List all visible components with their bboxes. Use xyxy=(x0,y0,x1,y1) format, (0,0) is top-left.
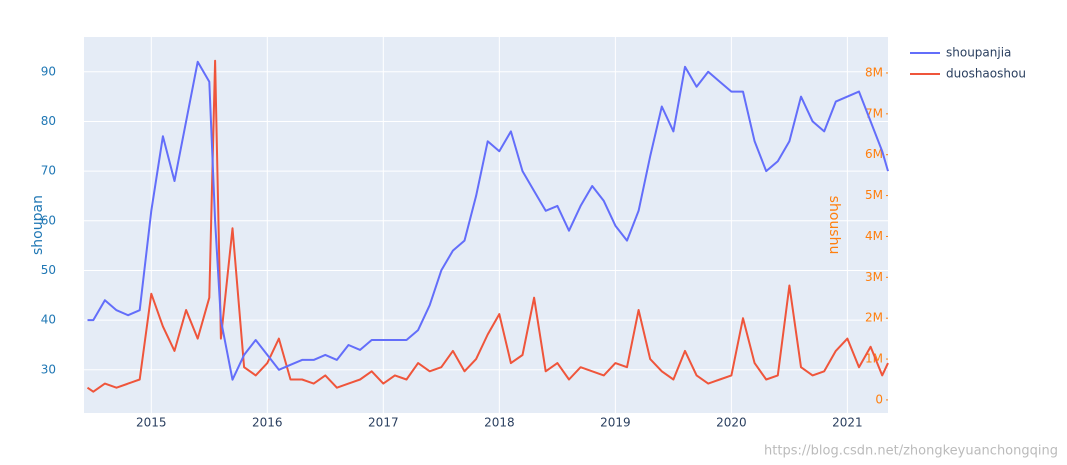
x-tick-label: 2015 xyxy=(136,416,167,430)
x-tick-label: 2020 xyxy=(716,416,747,430)
y2-tick-label: 0 xyxy=(875,392,883,406)
legend-label: shoupanjia xyxy=(946,46,1011,60)
x-tick-label: 2017 xyxy=(368,416,399,430)
watermark: https://blog.csdn.net/zhongkeyuanchongqi… xyxy=(764,444,1058,459)
y2-tick-label: 5M xyxy=(865,188,883,202)
x-tick-label: 2019 xyxy=(600,416,631,430)
y-tick-label: 40 xyxy=(41,313,56,327)
y2-tick-label: 4M xyxy=(865,229,883,243)
line-series xyxy=(86,59,889,393)
y-tick-label: 60 xyxy=(41,213,56,227)
x-tick-label: 2016 xyxy=(252,416,283,430)
plot-area xyxy=(84,37,888,413)
y2-tick-label: 1M xyxy=(865,352,883,366)
y2-tick-label: 3M xyxy=(865,270,883,284)
y2-axis-title: shoushu xyxy=(826,196,842,255)
y-tick-label: 80 xyxy=(41,114,56,128)
line-series xyxy=(87,60,889,381)
y-tick-label: 30 xyxy=(41,362,56,376)
y-tick-label: 50 xyxy=(41,263,56,277)
x-tick-label: 2021 xyxy=(832,416,863,430)
y2-tick-label: 8M xyxy=(865,65,883,79)
y2-tick-label: 2M xyxy=(865,311,883,325)
y-tick-label: 90 xyxy=(41,64,56,78)
x-tick-label: 2018 xyxy=(484,416,515,430)
legend-label: duoshaoshou xyxy=(946,67,1026,81)
y2-tick-label: 6M xyxy=(865,147,883,161)
y-tick-label: 70 xyxy=(41,164,56,178)
y-axis-title: shoupan xyxy=(30,195,46,255)
